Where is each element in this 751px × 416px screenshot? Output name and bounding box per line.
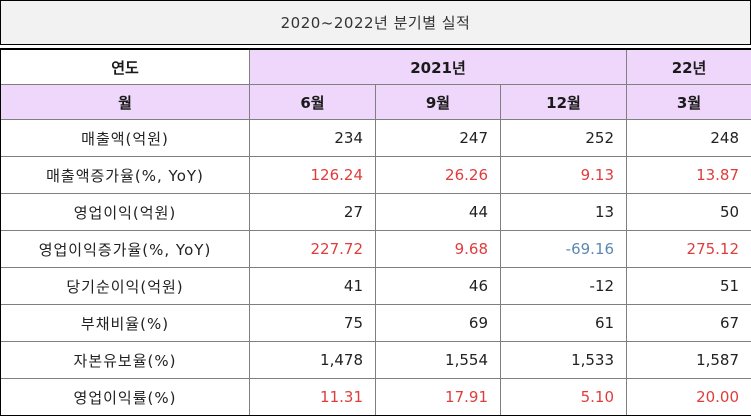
value-cell: 51 <box>627 268 751 305</box>
value-cell: 46 <box>376 268 501 305</box>
value-cell: 248 <box>627 120 751 157</box>
value-cell: 247 <box>376 120 501 157</box>
year-header-label: 연도 <box>1 50 250 85</box>
row-label: 부채비율(%) <box>1 305 250 342</box>
value-cell: 1,533 <box>501 342 627 379</box>
row-label: 매출액(억원) <box>1 120 250 157</box>
month-header-cell: 12월 <box>501 85 627 120</box>
month-header-label: 월 <box>1 85 250 120</box>
value-cell: 50 <box>627 194 751 231</box>
row-label: 자본유보율(%) <box>1 342 250 379</box>
year-header-2021: 2021년 <box>250 50 627 85</box>
value-cell: 61 <box>501 305 627 342</box>
value-cell: 44 <box>376 194 501 231</box>
value-cell: 1,554 <box>376 342 501 379</box>
value-cell: 252 <box>501 120 627 157</box>
value-cell: 234 <box>250 120 376 157</box>
header-row-year: 연도 2021년 22년 <box>1 50 751 85</box>
value-cell: 41 <box>250 268 376 305</box>
year-header-22: 22년 <box>627 50 751 85</box>
value-cell: 27 <box>250 194 376 231</box>
value-cell: 275.12 <box>627 231 751 268</box>
value-cell: -69.16 <box>501 231 627 268</box>
row-label: 영업이익증가율(%, YoY) <box>1 231 250 268</box>
value-cell: 69 <box>376 305 501 342</box>
value-cell: 9.13 <box>501 157 627 194</box>
value-cell: 26.26 <box>376 157 501 194</box>
value-cell: 227.72 <box>250 231 376 268</box>
row-label: 영업이익(억원) <box>1 194 250 231</box>
value-cell: 126.24 <box>250 157 376 194</box>
row-label: 당기순이익(억원) <box>1 268 250 305</box>
month-header-cell: 9월 <box>376 85 501 120</box>
value-cell: 67 <box>627 305 751 342</box>
value-cell: 13.87 <box>627 157 751 194</box>
value-cell: 1,478 <box>250 342 376 379</box>
value-cell: -12 <box>501 268 627 305</box>
header-row-month: 월 6월 9월 12월 3월 <box>1 85 751 120</box>
value-cell: 9.68 <box>376 231 501 268</box>
value-cell: 75 <box>250 305 376 342</box>
table-title: 2020~2022년 분기별 실적 <box>0 0 751 45</box>
month-header-cell: 3월 <box>627 85 751 120</box>
month-header-cell: 6월 <box>250 85 376 120</box>
row-label: 매출액증가율(%, YoY) <box>1 157 250 194</box>
value-cell: 13 <box>501 194 627 231</box>
value-cell: 1,587 <box>627 342 751 379</box>
